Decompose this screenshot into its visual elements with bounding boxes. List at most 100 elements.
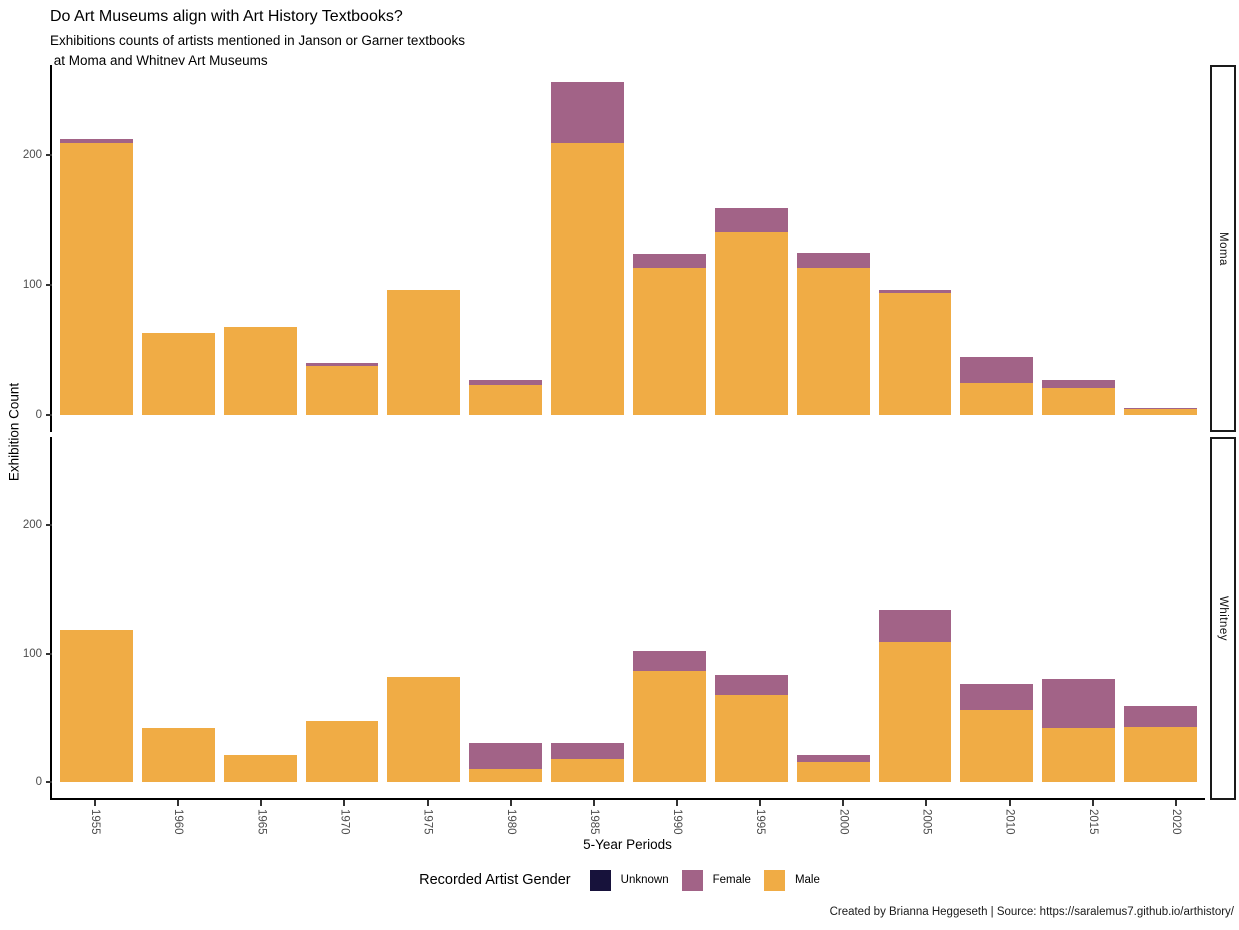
x-tick-mark — [1174, 800, 1177, 806]
bar-segment-male — [796, 268, 870, 416]
x-tick-1985: 1985 — [557, 800, 631, 835]
bar-moma-2020 — [1124, 65, 1198, 416]
x-tick-2020: 2020 — [1139, 800, 1213, 835]
bar-segment-female — [796, 754, 870, 763]
bar-segment-male — [469, 385, 543, 416]
x-tick-1995: 1995 — [723, 800, 797, 835]
bar-segment-female — [1124, 706, 1198, 727]
y-tick-label: 0 — [35, 409, 42, 422]
legend: Recorded Artist Gender Unknown Female Male — [0, 862, 1239, 898]
x-tick-label: 1960 — [172, 809, 185, 835]
bar-moma-2010 — [960, 65, 1034, 416]
x-tick-label: 2010 — [1003, 809, 1016, 835]
y-tick-label: 0 — [35, 775, 42, 788]
x-tick-label: 2000 — [837, 809, 850, 835]
bar-segment-male — [960, 709, 1034, 782]
chart-title: Do Art Museums align with Art History Te… — [50, 8, 403, 25]
x-tick-1970: 1970 — [307, 800, 381, 835]
x-tick-1980: 1980 — [474, 800, 548, 835]
bar-moma-2000 — [796, 65, 870, 416]
x-tick-1975: 1975 — [391, 800, 465, 835]
bar-segment-male — [1124, 726, 1198, 782]
x-tick-mark — [177, 800, 180, 806]
x-tick-2000: 2000 — [806, 800, 880, 835]
bar-segment-male — [223, 754, 297, 782]
bar-segment-male — [714, 231, 788, 416]
x-tick-label: 1980 — [504, 809, 517, 835]
bar-segment-male — [223, 326, 297, 416]
bar-segment-male — [387, 290, 461, 416]
bar-segment-female — [551, 743, 625, 759]
y-tick-mark — [46, 153, 52, 156]
y-axis-title: Exhibition Count — [6, 382, 22, 482]
facet-strip-moma: Moma — [1210, 65, 1236, 432]
bar-segment-female — [878, 609, 952, 642]
y-tick-mark — [46, 284, 52, 287]
y-tick-label: 200 — [22, 148, 42, 161]
bar-segment-male — [714, 694, 788, 782]
bar-moma-1955 — [60, 65, 133, 416]
bar-segment-male — [1042, 727, 1116, 782]
x-tick-mark — [343, 800, 346, 806]
x-tick-mark — [509, 800, 512, 806]
bar-moma-2005 — [878, 65, 952, 416]
legend-item-unknown: Unknown — [589, 869, 669, 891]
bar-segment-female — [551, 81, 625, 144]
x-tick-label: 1965 — [255, 809, 268, 835]
caption: Created by Brianna Heggeseth | Source: h… — [829, 906, 1234, 918]
legend-title: Recorded Artist Gender — [419, 872, 571, 888]
bar-segment-male — [305, 365, 379, 416]
bar-segment-male — [960, 382, 1034, 416]
x-tick-mark — [592, 800, 595, 806]
x-tick-1960: 1960 — [141, 800, 215, 835]
bar-moma-1985 — [551, 65, 625, 416]
x-tick-mark — [925, 800, 928, 806]
bar-whitney-1980 — [469, 437, 543, 782]
bar-segment-female — [633, 253, 706, 269]
x-tick-mark — [759, 800, 762, 806]
x-tick-label: 1970 — [338, 809, 351, 835]
bar-whitney-1960 — [141, 437, 215, 782]
bar-moma-1965 — [223, 65, 297, 416]
y-tick-label: 100 — [22, 279, 42, 292]
y-tick-mark — [46, 524, 52, 527]
y-tick-label: 200 — [22, 519, 42, 532]
bar-segment-female — [796, 252, 870, 269]
bar-segment-male — [633, 268, 706, 416]
bar-segment-male — [551, 143, 625, 416]
bar-whitney-2015 — [1042, 437, 1116, 782]
x-tick-label: 1990 — [671, 809, 684, 835]
x-tick-mark — [1008, 800, 1011, 806]
y-tick-mark — [46, 652, 52, 655]
x-tick-label: 1975 — [421, 809, 434, 835]
bar-whitney-1985 — [551, 437, 625, 782]
x-tick-label: 1995 — [754, 809, 767, 835]
bar-segment-female — [714, 208, 788, 232]
x-tick-label: 1985 — [587, 809, 600, 835]
legend-swatch-female — [681, 869, 703, 891]
x-tick-2015: 2015 — [1056, 800, 1130, 835]
x-tick-mark — [1091, 800, 1094, 806]
legend-label-unknown: Unknown — [620, 874, 669, 886]
bar-whitney-2010 — [960, 437, 1034, 782]
bar-segment-female — [1124, 407, 1198, 409]
bar-segment-male — [878, 642, 952, 782]
bar-segment-male — [60, 630, 133, 782]
legend-swatch-male — [763, 869, 785, 891]
x-tick-mark — [260, 800, 263, 806]
chart-subtitle: Exhibitions counts of artists mentioned … — [50, 31, 465, 72]
bar-segment-male — [878, 292, 952, 416]
bar-segment-female — [60, 139, 133, 144]
bar-whitney-2005 — [878, 437, 952, 782]
y-tick-label: 100 — [22, 647, 42, 660]
bar-moma-1960 — [141, 65, 215, 416]
x-tick-label: 1955 — [89, 809, 102, 835]
bar-segment-female — [469, 743, 543, 769]
bar-segment-female — [305, 363, 379, 366]
facet-strip-label-whitney: Whitney — [1217, 595, 1229, 642]
y-tick-mark — [46, 780, 52, 783]
bar-segment-male — [60, 143, 133, 416]
facet-strip-label-moma: Moma — [1217, 231, 1229, 266]
legend-item-male: Male — [763, 869, 820, 891]
bar-segment-male — [796, 762, 870, 782]
